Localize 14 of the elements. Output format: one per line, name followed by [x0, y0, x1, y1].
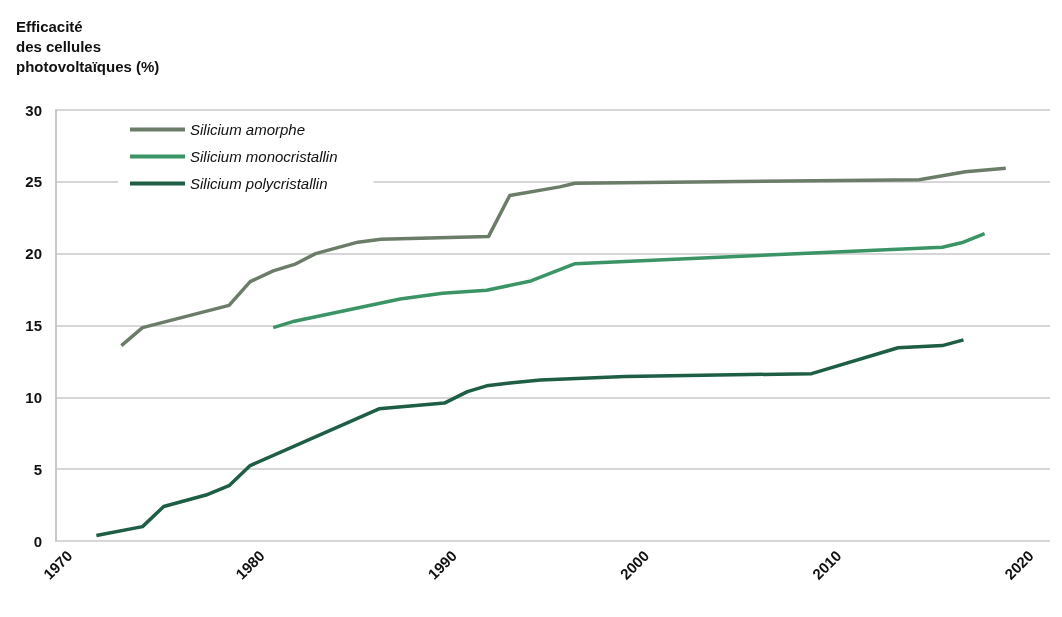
y-axis-title: Efficacité des cellules photovoltaïques (%) — [16, 17, 160, 75]
line-series — [119, 166, 1008, 348]
y-tick-label: 30 — [25, 101, 42, 119]
y-tick-label: 25 — [25, 173, 42, 191]
y-tick-label: 10 — [25, 388, 42, 406]
y-tick-label: 20 — [25, 245, 42, 263]
y-tick-label: 0 — [33, 532, 42, 550]
legend-label: Silicium monocristallin — [190, 148, 338, 165]
line-series — [271, 231, 987, 330]
y-tick-label: 5 — [33, 460, 42, 478]
legend-label: Silicium polycristallin — [190, 175, 328, 192]
y-tick-label: 15 — [25, 317, 42, 334]
line-series — [94, 338, 966, 538]
legend-label: Silicium amorphe — [190, 121, 306, 138]
